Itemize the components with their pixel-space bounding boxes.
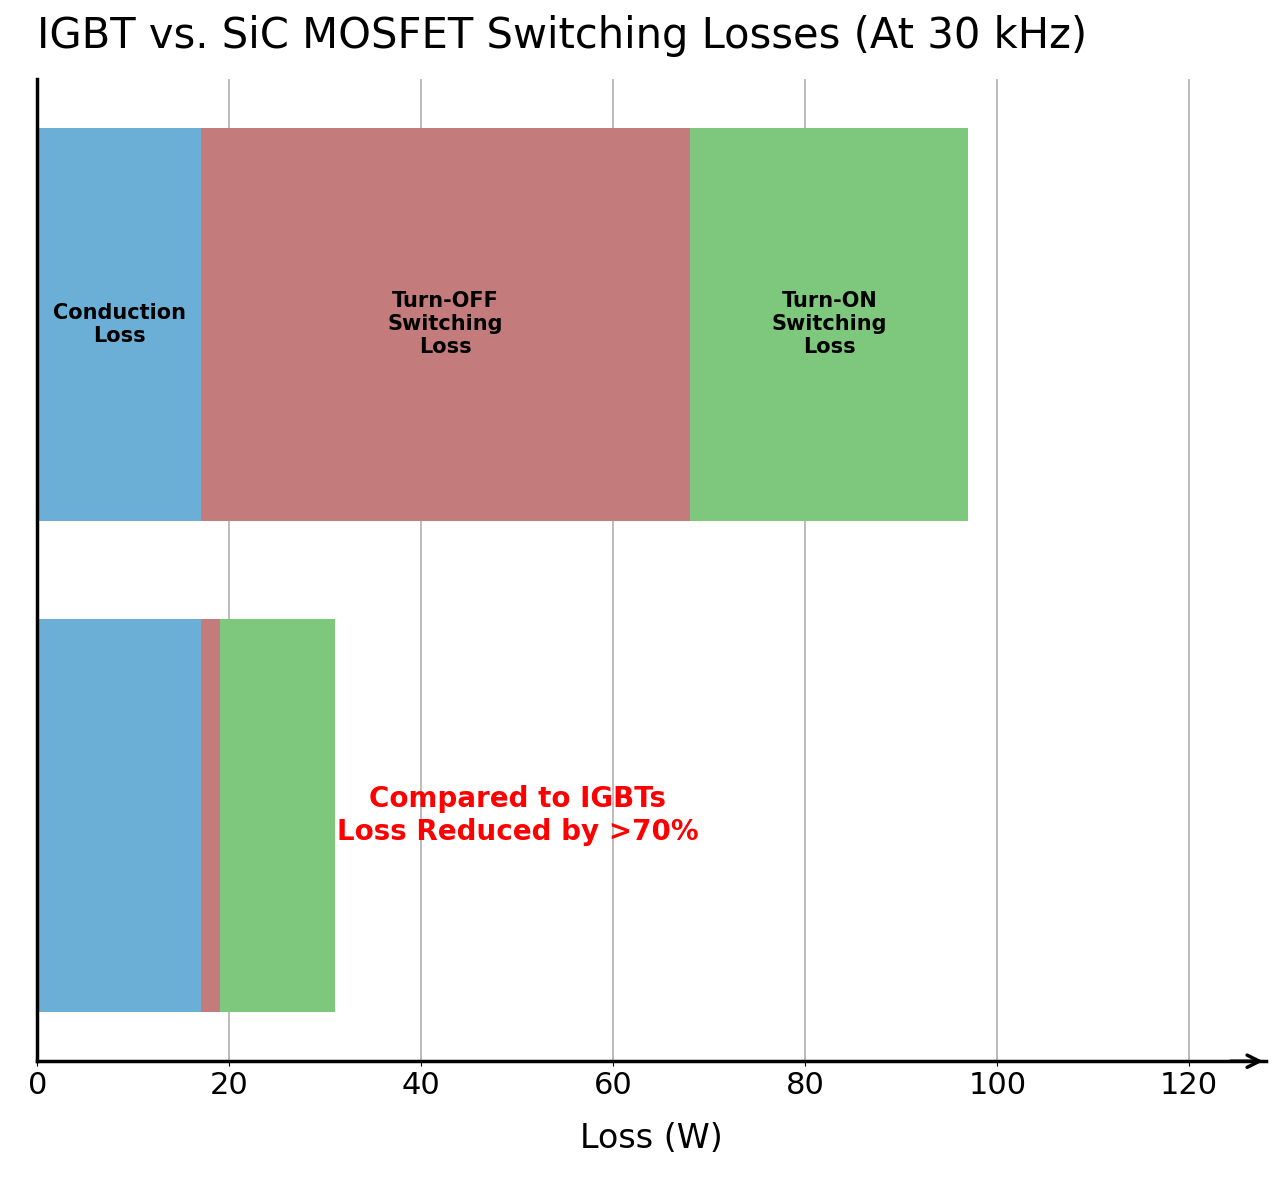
X-axis label: Loss (W): Loss (W) (580, 1122, 722, 1155)
Text: Turn-ON
Switching
Loss: Turn-ON Switching Loss (771, 291, 886, 357)
Text: Turn-OFF
Switching
Loss: Turn-OFF Switching Loss (388, 291, 503, 357)
Text: IGBT vs. SiC MOSFET Switching Losses (At 30 kHz): IGBT vs. SiC MOSFET Switching Losses (At… (37, 15, 1088, 57)
Bar (37, 619, 201, 1012)
Text: Conduction
Loss: Conduction Loss (53, 303, 186, 346)
Bar (37, 128, 201, 521)
Text: Compared to IGBTs
Loss Reduced by >70%: Compared to IGBTs Loss Reduced by >70% (337, 785, 698, 846)
Bar (201, 128, 690, 521)
Bar (690, 128, 968, 521)
Bar (201, 619, 220, 1012)
Bar (220, 619, 336, 1012)
